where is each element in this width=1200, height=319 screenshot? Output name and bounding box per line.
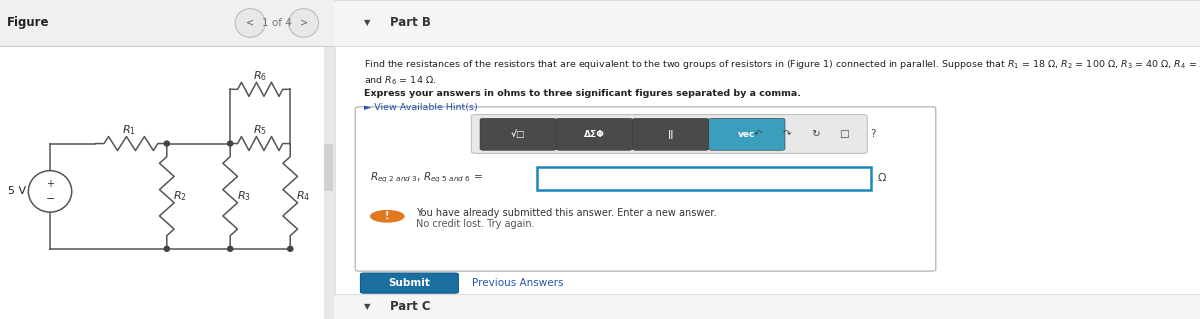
Text: $R_1$: $R_1$ [122,123,137,137]
Text: □: □ [839,129,848,139]
Text: <: < [246,18,254,28]
Text: ↷: ↷ [782,129,791,139]
Circle shape [235,9,265,37]
Text: Part B: Part B [390,17,431,29]
FancyBboxPatch shape [360,273,458,293]
Text: Figure: Figure [7,17,49,29]
Circle shape [163,246,170,252]
Circle shape [370,210,404,223]
Text: and $R_6$ = 14 Ω.: and $R_6$ = 14 Ω. [364,75,437,87]
Text: ||: || [667,130,674,139]
Text: Previous Answers: Previous Answers [473,278,564,288]
FancyBboxPatch shape [557,118,632,150]
Bar [334,0,1200,46]
Text: ΔΣΦ: ΔΣΦ [584,130,605,139]
Text: 1 of 4: 1 of 4 [262,18,292,28]
Circle shape [227,246,234,252]
Text: −: − [46,194,55,204]
Text: ↻: ↻ [811,129,820,139]
FancyBboxPatch shape [480,118,557,150]
Circle shape [29,171,72,212]
Bar [334,294,1200,319]
Text: $R_3$: $R_3$ [236,189,251,203]
Text: ▼: ▼ [364,302,371,311]
Text: $R_4$: $R_4$ [296,189,311,203]
Text: Submit: Submit [389,278,431,288]
Text: ↶: ↶ [754,129,762,139]
Text: +: + [46,179,54,189]
Text: You have already submitted this answer. Enter a new answer.: You have already submitted this answer. … [416,208,716,218]
Text: No credit lost. Try again.: No credit lost. Try again. [416,219,534,229]
Bar [324,46,334,319]
Text: ▼: ▼ [364,19,371,27]
Text: Ω: Ω [877,173,886,183]
Text: vec: vec [738,130,756,139]
Text: ?: ? [870,129,875,139]
Text: !: ! [385,211,390,221]
FancyBboxPatch shape [538,167,871,190]
Text: Find the resistances of the resistors that are equivalent to the two groups of r: Find the resistances of the resistors th… [364,58,1200,71]
Circle shape [287,246,294,252]
Text: 5 V: 5 V [7,186,25,197]
Text: $R_6$: $R_6$ [253,69,268,83]
FancyBboxPatch shape [709,118,785,150]
Text: Part C: Part C [390,300,431,313]
FancyBboxPatch shape [472,115,868,153]
Text: √□: √□ [511,130,526,139]
Circle shape [288,9,318,37]
Text: $R_{eq\ 2\ and\ 3}$, $R_{eq\ 5\ and\ 6}$ =: $R_{eq\ 2\ and\ 3}$, $R_{eq\ 5\ and\ 6}$… [370,171,482,185]
Circle shape [163,140,170,147]
FancyBboxPatch shape [355,107,936,271]
Text: Express your answers in ohms to three significant figures separated by a comma.: Express your answers in ohms to three si… [364,89,800,98]
FancyBboxPatch shape [632,118,709,150]
Bar [324,144,332,191]
Circle shape [227,140,234,147]
Text: ► View Available Hint(s): ► View Available Hint(s) [364,103,478,112]
Text: $R_2$: $R_2$ [173,189,187,203]
Text: >: > [300,18,307,28]
Bar [0,0,334,46]
Text: $R_5$: $R_5$ [253,123,268,137]
